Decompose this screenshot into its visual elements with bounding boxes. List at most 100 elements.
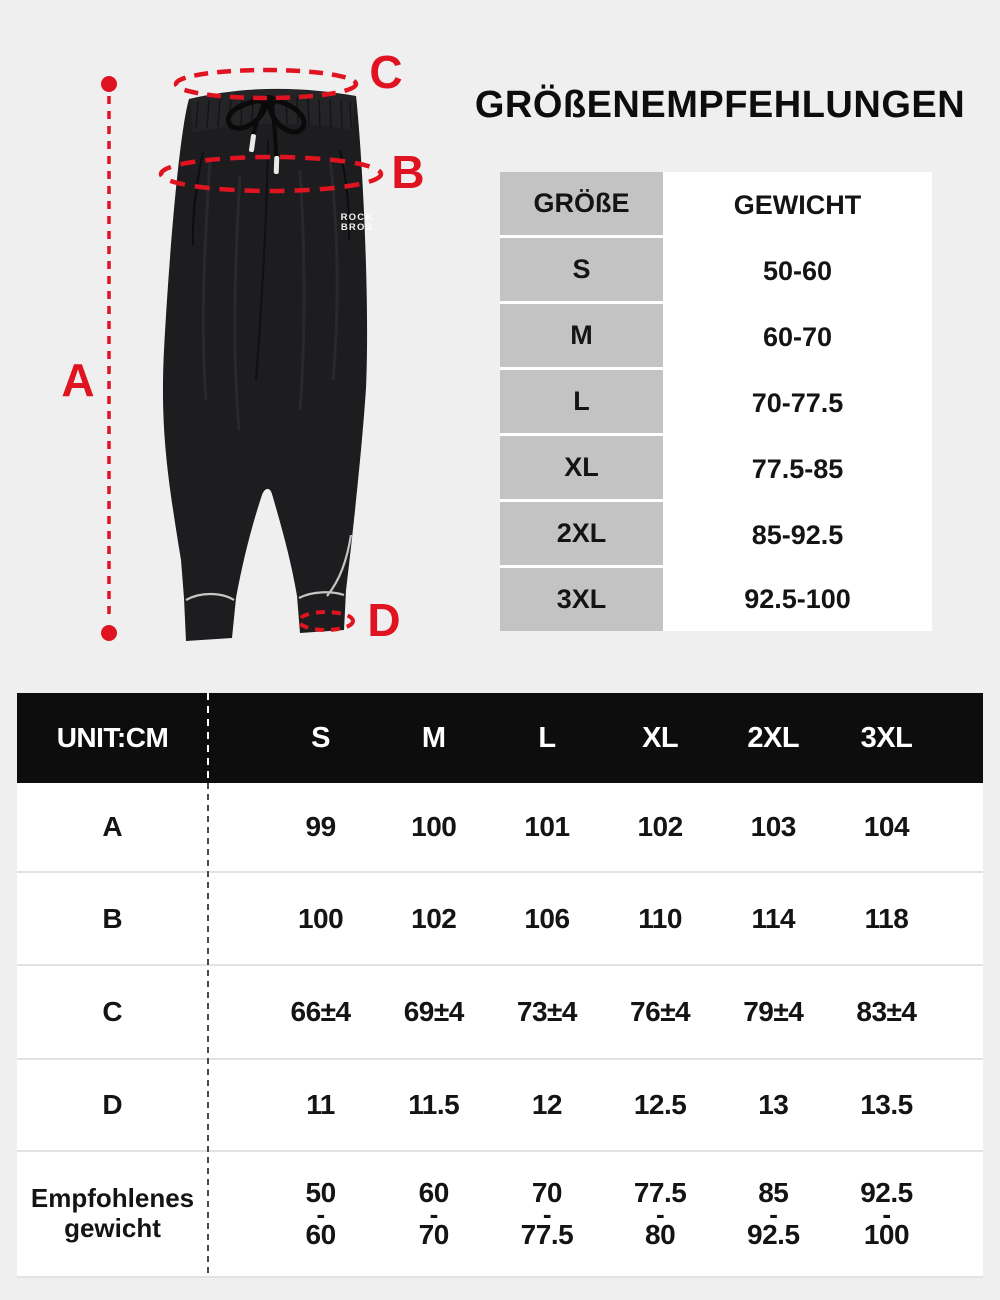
measure-c-ellipse [173,67,359,101]
size-measurements-table: UNIT:CM S M L XL 2XL 3XL A 99 100 101 10… [17,693,983,1278]
weight-range-cell: 50 - 60 [305,1176,337,1250]
table-row-recommended-weight: Empfohlenes gewicht 50 - 60 60 - 70 70 -… [17,1152,983,1278]
table-row: S 50-60 [500,238,932,304]
row-label-line1: Empfohlenes [30,1183,195,1214]
fabric-folds [201,157,339,431]
value-cell: 100 [411,811,457,842]
measure-a-bottom-dot [101,625,117,641]
value-cell: 101 [524,811,570,842]
weight-cell: 60-70 [663,304,932,370]
weight-recommendation-table: GRÖßE GEWICHT S 50-60 M 60-70 L 70-77.5 … [500,172,932,631]
table-row-a: A 99 100 101 102 103 104 [17,783,983,873]
weight-cell: 77.5-85 [663,436,932,502]
measure-a-top-dot [101,76,117,92]
measure-label-c: C [369,46,402,98]
value-cell: 103 [750,811,797,842]
value-cell: 99 [305,811,337,842]
value-cell: 79±4 [743,996,804,1027]
value-cell: 106 [524,902,570,934]
size-cell: XL [500,436,663,499]
measure-b-ellipse [158,154,384,194]
measure-label-a: A [61,354,94,406]
table-row: M 60-70 [500,304,932,370]
value-cell: 76±4 [630,996,691,1027]
size-header: 3XL [860,721,913,754]
pants-silhouette [162,88,368,642]
value-cell: 12.5 [633,1089,687,1120]
measure-d-ellipse [297,610,355,632]
pants-measurement-diagram: ROCK BROS A B C D [61,46,424,646]
weight-cell: 70-77.5 [663,370,932,436]
table-header-row: UNIT:CM S M L XL 2XL 3XL [17,693,983,783]
weight-range-cell: 70 - 77.5 [520,1176,574,1250]
size-cell: L [500,370,663,433]
value-cell: 110 [638,902,682,934]
column-divider-dashed [207,693,209,783]
size-header: S [311,721,330,754]
value-cell: 11.5 [408,1089,460,1120]
size-cell: S [500,238,663,301]
weight-range-cell: 85 - 92.5 [747,1176,800,1250]
header-weight-cell: GEWICHT [663,172,932,238]
value-cell: 114 [751,902,796,934]
value-cell: 69±4 [403,996,465,1027]
header-size-cell: GRÖßE [500,172,663,235]
table-row: L 70-77.5 [500,370,932,436]
drawstring-aglet-left [249,134,256,153]
row-label: C [102,996,123,1027]
value-cell: 102 [637,811,683,842]
center-seam [255,139,269,381]
measurement-annotations: A B C D [61,46,424,646]
value-cell: 13 [758,1089,789,1120]
table-row: 3XL 92.5-100 [500,568,932,631]
weight-range-cell: 77.5 - 80 [633,1176,687,1250]
weight-cell: 92.5-100 [663,568,932,631]
size-header: XL [642,721,679,754]
column-divider-dashed [207,783,209,1278]
value-cell: 11 [306,1089,335,1120]
table-row: 2XL 85-92.5 [500,502,932,568]
value-cell: 100 [297,902,344,934]
row-label: Empfohlenes gewicht [17,1183,208,1244]
size-header: 2XL [747,721,800,754]
drawstring-aglet-right [273,156,280,175]
row-label: B [102,902,123,934]
table-row: XL 77.5-85 [500,436,932,502]
leg-piping [185,534,353,601]
value-cell: 83±4 [856,996,917,1027]
value-cell: 73±4 [516,996,578,1027]
measure-label-d: D [367,594,400,646]
row-values: 66±4 69±4 73±4 76±4 79±4 83±4 [208,996,983,1028]
value-cell: 66±4 [290,996,352,1027]
value-cell: 12 [531,1089,563,1120]
row-label: D [102,1089,123,1120]
size-header-cells: S M L XL 2XL 3XL [208,722,983,755]
table-header-row: GRÖßE GEWICHT [500,172,932,238]
row-label: A [102,811,123,842]
unit-header-cell: UNIT:CM [56,722,169,753]
row-values: 100 102 106 110 114 118 [208,903,983,935]
size-cell: 3XL [500,568,663,631]
weight-cell: 50-60 [663,238,932,304]
weight-range-cell: 92.5 - 100 [860,1176,913,1250]
pants-image: ROCK BROS [162,88,374,642]
table-row-b: B 100 102 106 110 114 118 [17,873,983,966]
row-values: 99 100 101 102 103 104 [208,811,983,843]
row-values: 11 11.5 12 12.5 13 13.5 [208,1089,983,1121]
table-row-c: C 66±4 69±4 73±4 76±4 79±4 83±4 [17,966,983,1060]
table-row-d: D 11 11.5 12 12.5 13 13.5 [17,1060,983,1152]
row-values: 50 - 60 60 - 70 70 - 77.5 77.5 - 80 85 - [208,1176,983,1250]
value-cell: 102 [411,902,457,934]
size-header: L [538,721,556,754]
size-header: M [421,721,446,754]
page-title: GRÖßENEMPFEHLUNGEN [474,84,966,126]
brand-logo-line1: ROCK [341,212,374,223]
measure-label-b: B [391,146,424,198]
size-cell: 2XL [500,502,663,565]
row-label-line2: gewicht [64,1213,161,1243]
value-cell: 13.5 [860,1089,913,1120]
weight-range-cell: 60 - 70 [418,1176,450,1250]
value-cell: 104 [863,811,910,842]
weight-cell: 85-92.5 [663,502,932,568]
